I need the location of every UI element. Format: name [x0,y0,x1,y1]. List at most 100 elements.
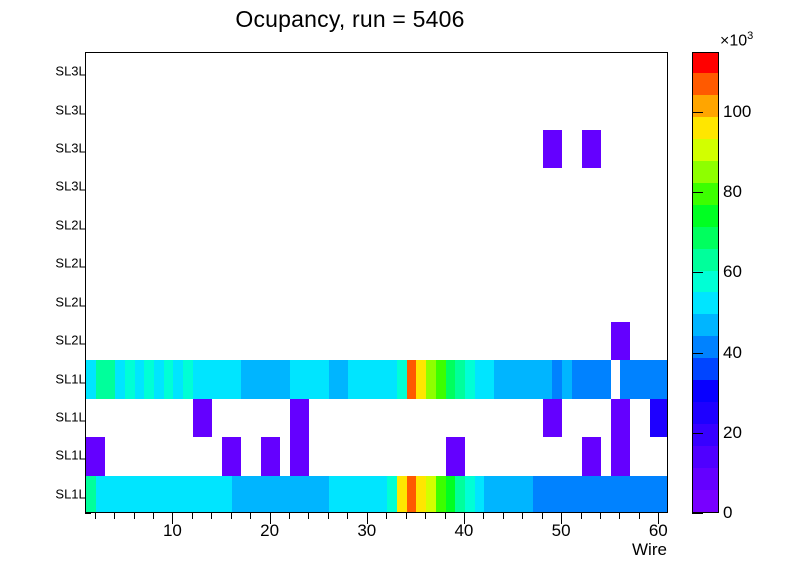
x-axis-tick-minor [386,513,388,519]
x-axis-label: 30 [357,521,377,540]
heatmap-cell [115,360,125,399]
y-axis-label-sl2l3: SL2L3 [55,255,93,271]
colorbar-exponent-power: 3 [747,30,754,42]
colorbar-band [693,247,718,271]
colorbar-tick [692,112,703,114]
x-axis-title: Wire [632,540,667,559]
y-axis-label-sl1l2: SL1L2 [55,447,93,463]
x-axis-tick-minor [250,513,252,519]
heatmap-cell [387,475,397,512]
colorbar-tick-label: 40 [723,342,742,362]
colorbar-band [693,72,718,95]
heatmap-cell [435,475,446,512]
x-axis-tick-minor [211,513,213,519]
heatmap-cell [290,398,310,438]
colorbar-exponent-base: ×10 [720,32,748,50]
colorbar-band [693,138,718,161]
colorbar-band [693,291,718,315]
y-axis-label-sl2l2: SL2L2 [55,294,93,310]
colorbar-band [693,182,718,205]
colorbar-band [693,489,718,512]
heatmap-cell [173,360,184,399]
heatmap-cell [124,360,135,399]
colorbar-band [693,401,718,425]
heatmap-cells [86,53,667,512]
x-axis-tick-minor [638,513,640,519]
heatmap-cell [455,360,465,399]
heatmap-cell [222,437,242,476]
colorbar-tick-label: 20 [723,422,742,442]
heatmap-cell [406,360,417,399]
x-axis-tick-minor [444,513,446,519]
colorbar-tick-label: 80 [723,182,742,202]
y-axis-label-sl3l4: SL3L4 [55,63,93,79]
x-axis-tick-minor [289,513,291,519]
x-axis-label: 40 [454,521,474,540]
heatmap-cell [581,437,601,476]
heatmap-cell [290,360,329,399]
x-axis-label: 50 [551,521,571,540]
colorbar-band [693,379,718,403]
heatmap-cell [630,475,667,512]
heatmap-cell [610,437,631,476]
heatmap-cell [571,360,611,399]
heatmap-cell [154,360,164,399]
heatmap-cell [426,360,436,399]
x-axis-tick-major [172,513,174,524]
heatmap-cell [163,360,174,399]
colorbar-exponent: ×103 [720,30,753,50]
colorbar-band [693,53,718,73]
colorbar-band [693,160,718,183]
heatmap-cell [396,475,407,512]
x-axis-tick-major [366,513,368,524]
colorbar-band [693,269,718,293]
colorbar-tick [692,352,703,354]
heatmap-cell [86,360,96,399]
y-axis-label-sl1l3: SL1L3 [55,409,93,425]
colorbar-band [693,204,718,227]
x-axis-tick-minor [153,513,155,519]
heatmap-cell [396,360,407,399]
heatmap-cell [464,360,475,399]
x-axis-label: 20 [260,521,280,540]
colorbar-tick [692,192,703,194]
heatmap-cell [241,360,291,399]
x-axis-tick-minor [619,513,621,519]
heatmap-cell [610,321,631,361]
heatmap-cell [474,360,495,399]
heatmap-cell [95,475,232,512]
heatmap-cell [464,475,475,512]
x-axis-tick-minor [327,513,329,519]
colorbar-band [693,116,718,139]
x-axis-label: 10 [162,521,182,540]
heatmap-cell [416,360,427,399]
colorbar-band [693,226,718,249]
heatmap-cell [202,360,242,399]
x-axis-tick-minor [347,513,349,519]
x-axis-tick-minor [522,513,524,519]
colorbar-band [693,467,718,491]
heatmap-cell [532,475,631,512]
heatmap-cell [435,360,446,399]
x-axis-tick-minor [580,513,582,519]
heatmap-cell [552,360,563,399]
y-axis-label-sl2l4: SL2L4 [55,217,93,233]
heatmap-cell [231,475,329,512]
heatmap-cell [406,475,417,512]
heatmap-cell [416,475,427,512]
x-axis-tick-minor [133,513,135,519]
page-title: Ocupancy, run = 5406 [235,6,465,32]
colorbar-band [693,423,718,447]
heatmap-cell [474,475,485,512]
x-axis-tick-major [269,513,271,524]
x-axis-tick-major [463,513,465,524]
x-axis-tick-minor [541,513,543,519]
y-axis-label-sl3l2: SL3L2 [55,140,93,156]
heatmap-cell [649,398,667,438]
x-axis-tick-minor [94,513,96,519]
heatmap-cell [290,437,310,476]
x-axis-tick-major [561,513,563,524]
heatmap-cell [348,360,397,399]
heatmap-cell [542,398,563,438]
